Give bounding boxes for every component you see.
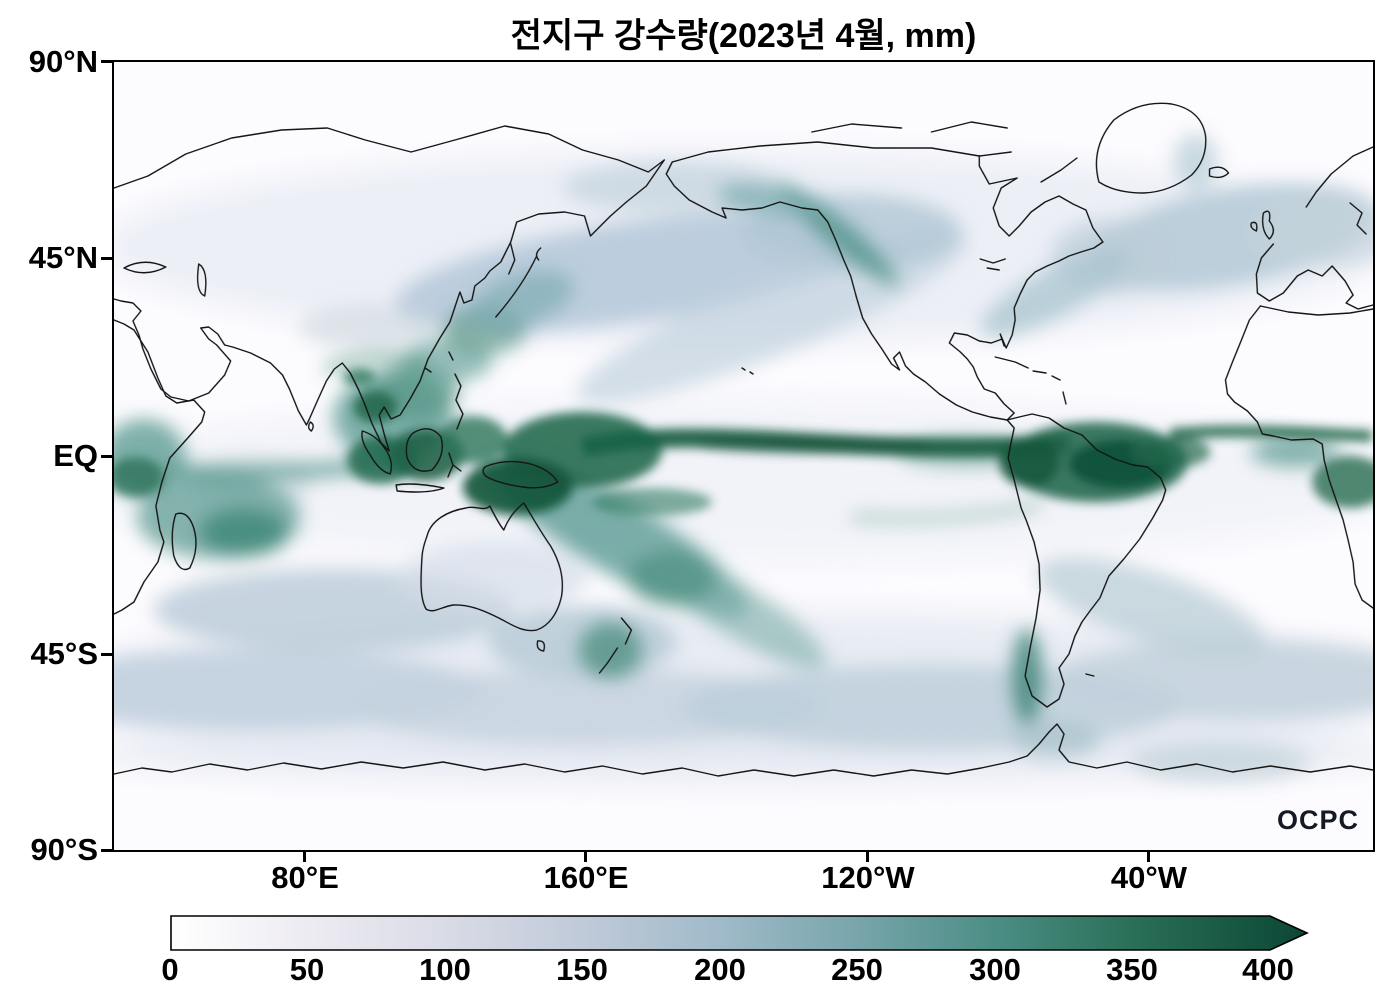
- y-tickmark: [101, 60, 112, 63]
- y-tickmark: [101, 653, 112, 656]
- lat-tick-eq: EQ: [53, 438, 98, 473]
- x-tickmark: [1147, 852, 1150, 862]
- cbar-tick-400: 400: [1242, 952, 1294, 987]
- y-tickmark: [101, 257, 112, 260]
- cbar-tick-0: 0: [161, 952, 179, 987]
- watermark-logo: OCPC: [1276, 805, 1359, 835]
- y-tickmark: [101, 455, 112, 458]
- world-precipitation-map: [114, 62, 1373, 850]
- lat-tick-90n: 90°N: [28, 44, 98, 79]
- x-tickmark: [584, 852, 587, 862]
- cbar-tick-50: 50: [289, 952, 325, 987]
- map-plot-area: OCPC: [112, 60, 1375, 852]
- x-tickmark: [866, 852, 869, 862]
- cbar-tick-300: 300: [969, 952, 1021, 987]
- lon-tick-160e: 160°E: [543, 860, 629, 895]
- lat-tick-45s: 45°S: [30, 636, 98, 671]
- lon-tick-120w: 120°W: [821, 860, 915, 895]
- y-tickmark: [101, 849, 112, 852]
- chart-title: 전지구 강수량(2023년 4월, mm): [510, 17, 977, 55]
- cbar-tick-350: 350: [1106, 952, 1158, 987]
- x-tickmark: [303, 852, 306, 862]
- lon-tick-80e: 80°E: [271, 860, 339, 895]
- cbar-tick-150: 150: [556, 952, 608, 987]
- lon-tick-40w: 40°W: [1110, 860, 1188, 895]
- cbar-tick-250: 250: [831, 952, 883, 987]
- lat-tick-90s: 90°S: [30, 832, 98, 867]
- world-coastlines: [114, 102, 1373, 777]
- cbar-tick-100: 100: [419, 952, 471, 987]
- lat-tick-45n: 45°N: [28, 240, 98, 275]
- colorbar: [170, 915, 1309, 951]
- precipitation-layer: [114, 134, 1373, 782]
- cbar-tick-200: 200: [694, 952, 746, 987]
